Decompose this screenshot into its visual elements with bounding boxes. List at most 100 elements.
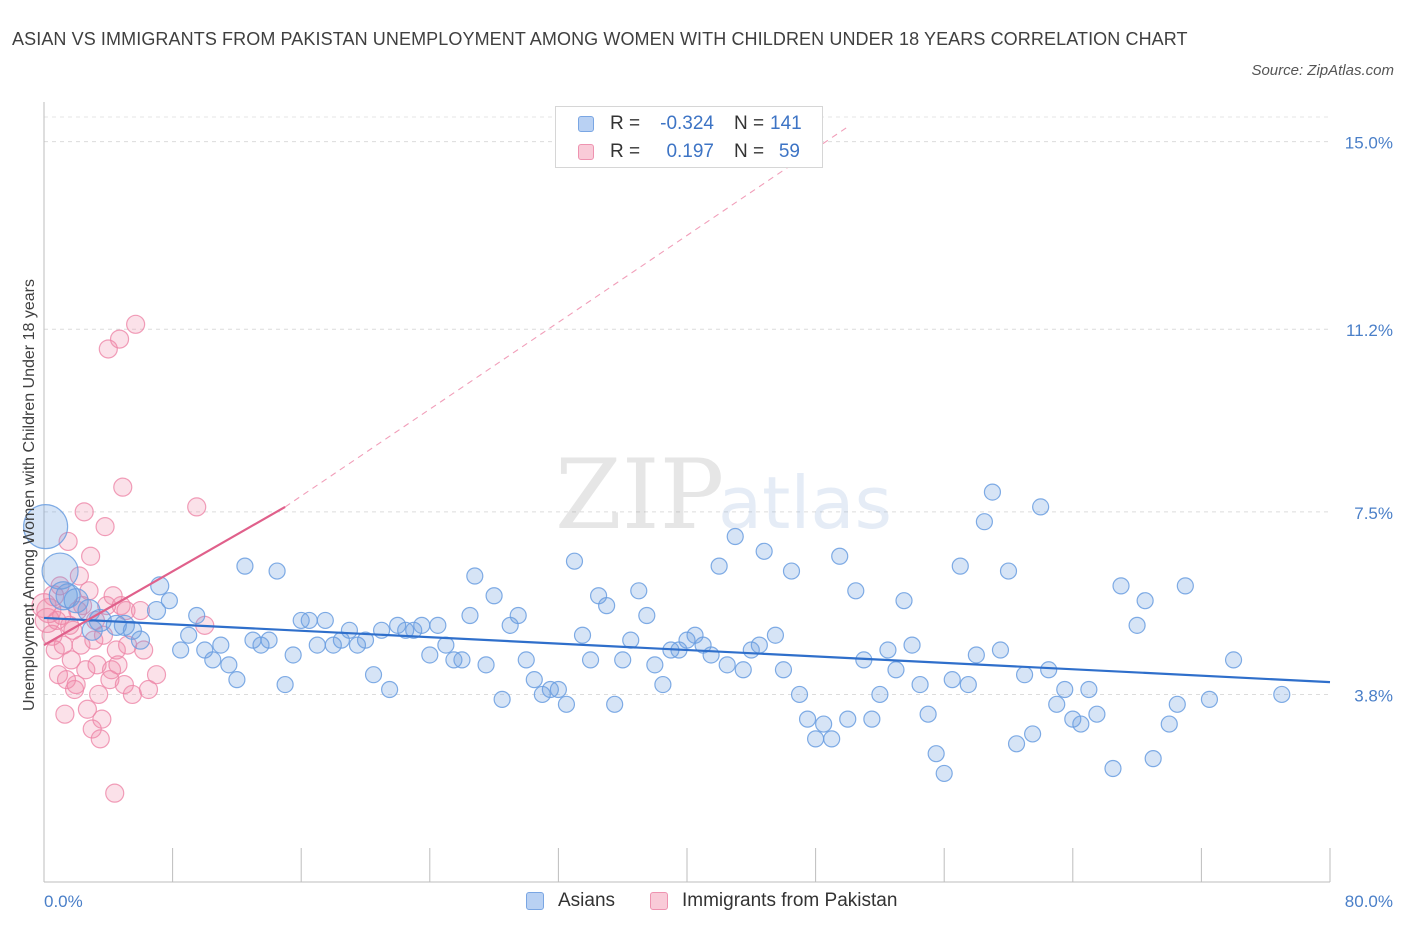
pakistan-point — [66, 674, 86, 695]
asians-point — [493, 690, 511, 708]
asians-point — [839, 710, 857, 728]
series-legend-pakistan: Immigrants from Pakistan — [650, 890, 897, 912]
asians-point — [959, 675, 977, 694]
asians-point — [935, 764, 953, 783]
asians-point — [573, 626, 592, 644]
legend-r-label: R = — [610, 113, 641, 134]
asians-point — [710, 557, 728, 575]
asians-point — [485, 587, 503, 605]
asians-point — [911, 675, 929, 694]
legend-swatch-asians — [578, 116, 594, 132]
asians-point — [405, 621, 423, 639]
series-legend: Asians Immigrants from Pakistan — [0, 890, 1406, 914]
asians-point — [755, 542, 773, 560]
asians-point — [1273, 685, 1291, 704]
asians-point — [437, 636, 455, 654]
y-tick-label: 15.0% — [1345, 134, 1393, 153]
asians-point — [324, 636, 342, 654]
asians-point — [1200, 690, 1219, 708]
asians-point — [798, 710, 817, 728]
asians-point — [348, 636, 367, 654]
pakistan-point — [82, 719, 102, 739]
pakistan-point — [36, 597, 62, 624]
pakistan-point — [114, 674, 134, 695]
asians-point — [823, 730, 841, 748]
asians-point — [180, 626, 198, 644]
asians-point — [23, 504, 69, 550]
asians-point — [316, 611, 334, 630]
asians-point — [766, 626, 785, 644]
asians-point — [1007, 735, 1026, 753]
asians-point — [413, 616, 431, 634]
asians-point — [356, 631, 375, 649]
asians-point — [466, 567, 484, 585]
pakistan-point — [106, 640, 126, 660]
asians-point — [1040, 661, 1058, 679]
asians-point — [236, 557, 254, 575]
asians-point — [879, 641, 897, 659]
pakistan-point — [61, 650, 81, 670]
asians-point — [565, 552, 584, 570]
asians-point — [919, 705, 937, 723]
asians-point — [606, 695, 624, 713]
pakistan-point — [92, 709, 112, 729]
asians-point — [1032, 498, 1050, 516]
asians-point — [1080, 680, 1098, 699]
pakistan-point — [105, 783, 125, 803]
y-axis-label: Unemployment Among Women with Children U… — [21, 279, 38, 711]
asians-point — [228, 671, 246, 689]
pakistan-point — [55, 704, 75, 724]
legend-n-value: 141 — [770, 113, 802, 134]
asians-point — [389, 616, 407, 634]
asians-point — [863, 710, 881, 728]
asians-point — [1144, 750, 1162, 768]
asians-point — [557, 695, 576, 713]
pakistan-point — [58, 531, 78, 552]
asians-point — [991, 641, 1010, 659]
asians-point — [300, 611, 318, 630]
asians-point — [1056, 680, 1074, 699]
y-tick-label: 11.2% — [1346, 321, 1393, 340]
asians-point — [509, 606, 527, 625]
asians-point — [598, 597, 616, 615]
pakistan-point — [100, 670, 120, 690]
asians-point — [308, 636, 326, 654]
asians-point — [718, 656, 736, 674]
asians-point — [726, 527, 744, 546]
asians-point — [1104, 759, 1122, 778]
asians-point — [702, 646, 720, 664]
asians-point — [1048, 695, 1066, 713]
asians-point — [533, 685, 551, 704]
pakistan-point — [109, 329, 130, 349]
series-legend-label-asians: Asians — [558, 890, 616, 911]
asians-point — [55, 583, 81, 609]
asians-point — [790, 685, 809, 704]
pakistan-point — [101, 660, 122, 680]
asians-point — [831, 547, 849, 565]
pakistan-point — [89, 684, 109, 705]
asians-point — [260, 631, 278, 649]
series-pakistan-points — [31, 314, 215, 803]
asians-point — [581, 651, 600, 669]
asians-point — [1168, 695, 1186, 713]
asians-point — [252, 636, 270, 654]
asians-point — [429, 616, 447, 634]
asians-point — [750, 636, 768, 654]
asians-point — [951, 557, 969, 575]
asians-point — [130, 630, 151, 650]
pakistan-point — [81, 546, 101, 566]
series-legend-label-pakistan: Immigrants from Pakistan — [682, 890, 898, 911]
x-tick-max: 80.0% — [1345, 892, 1393, 911]
asians-point — [734, 661, 752, 679]
series-asians-points — [23, 483, 1291, 783]
asians-point — [806, 730, 825, 748]
trend-lines — [43, 126, 1331, 684]
asians-point — [646, 656, 664, 674]
pakistan-point — [187, 497, 207, 517]
x-tick-min: 0.0% — [44, 892, 83, 911]
asians-point — [1088, 705, 1106, 723]
asians-point — [63, 588, 89, 614]
legend-swatch-pakistan — [578, 144, 594, 160]
y-tick-label: 3.8% — [1354, 686, 1393, 705]
pakistan-point — [122, 684, 143, 705]
